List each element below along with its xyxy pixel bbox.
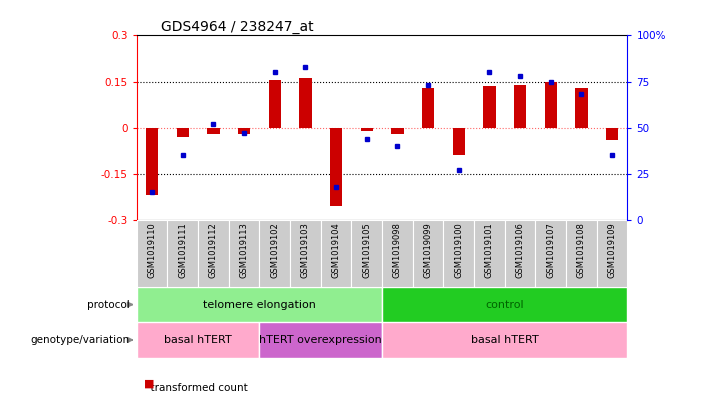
Text: telomere elongation: telomere elongation bbox=[203, 299, 316, 310]
Text: GSM1019098: GSM1019098 bbox=[393, 222, 402, 278]
Bar bbox=[514, 84, 526, 128]
Bar bbox=[576, 88, 587, 128]
Text: GSM1019105: GSM1019105 bbox=[362, 222, 372, 278]
Bar bbox=[238, 128, 250, 134]
Bar bbox=[229, 220, 259, 287]
Bar bbox=[360, 128, 373, 131]
Bar bbox=[453, 128, 465, 156]
Bar bbox=[545, 82, 557, 128]
Text: ■: ■ bbox=[144, 378, 154, 388]
Bar bbox=[391, 128, 404, 134]
Bar bbox=[137, 220, 168, 287]
Text: GSM1019109: GSM1019109 bbox=[608, 222, 617, 278]
Bar bbox=[259, 220, 290, 287]
Text: transformed count: transformed count bbox=[144, 383, 247, 393]
Text: hTERT overexpression: hTERT overexpression bbox=[259, 335, 382, 345]
Bar bbox=[330, 128, 342, 206]
Bar bbox=[137, 287, 382, 322]
Bar bbox=[413, 220, 444, 287]
Text: basal hTERT: basal hTERT bbox=[164, 335, 232, 345]
Bar bbox=[290, 220, 320, 287]
Bar bbox=[566, 220, 597, 287]
Bar bbox=[137, 322, 259, 358]
Text: GSM1019108: GSM1019108 bbox=[577, 222, 586, 278]
Text: GSM1019106: GSM1019106 bbox=[515, 222, 524, 278]
Text: control: control bbox=[485, 299, 524, 310]
Bar bbox=[320, 220, 351, 287]
Bar bbox=[351, 220, 382, 287]
Text: GSM1019112: GSM1019112 bbox=[209, 222, 218, 278]
Bar bbox=[422, 88, 434, 128]
Text: GSM1019107: GSM1019107 bbox=[546, 222, 555, 278]
Bar bbox=[382, 287, 627, 322]
Text: GSM1019100: GSM1019100 bbox=[454, 222, 463, 278]
Text: basal hTERT: basal hTERT bbox=[471, 335, 538, 345]
Text: protocol: protocol bbox=[87, 299, 130, 310]
Text: genotype/variation: genotype/variation bbox=[31, 335, 130, 345]
Bar bbox=[483, 86, 496, 128]
Bar bbox=[146, 128, 158, 195]
Bar bbox=[443, 220, 474, 287]
Text: GSM1019101: GSM1019101 bbox=[485, 222, 494, 278]
Text: GDS4964 / 238247_at: GDS4964 / 238247_at bbox=[161, 20, 314, 34]
Text: GSM1019103: GSM1019103 bbox=[301, 222, 310, 278]
Text: GSM1019113: GSM1019113 bbox=[240, 222, 249, 278]
Bar bbox=[597, 220, 627, 287]
Bar bbox=[382, 322, 627, 358]
Bar bbox=[536, 220, 566, 287]
Bar bbox=[382, 220, 413, 287]
Bar bbox=[177, 128, 189, 137]
Bar bbox=[505, 220, 536, 287]
Bar bbox=[198, 220, 229, 287]
Text: GSM1019102: GSM1019102 bbox=[270, 222, 279, 278]
Bar bbox=[268, 80, 281, 128]
Bar bbox=[207, 128, 219, 134]
Bar bbox=[474, 220, 505, 287]
Bar bbox=[606, 128, 618, 140]
Bar bbox=[168, 220, 198, 287]
Text: GSM1019104: GSM1019104 bbox=[332, 222, 341, 278]
Text: GSM1019111: GSM1019111 bbox=[178, 222, 187, 278]
Bar bbox=[259, 322, 382, 358]
Text: GSM1019110: GSM1019110 bbox=[147, 222, 156, 278]
Bar bbox=[299, 79, 311, 128]
Text: GSM1019099: GSM1019099 bbox=[423, 222, 433, 278]
